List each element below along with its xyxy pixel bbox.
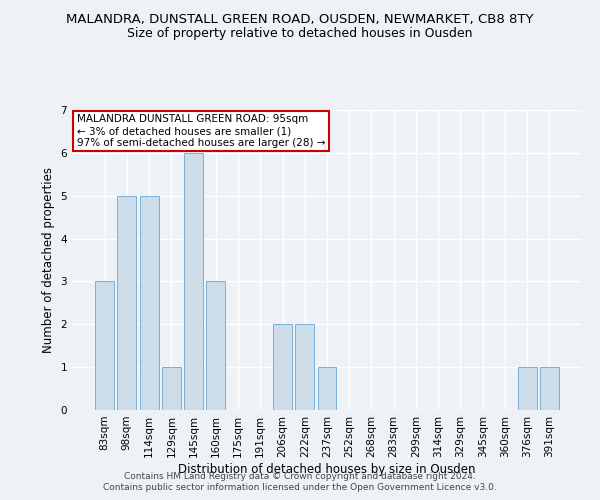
Bar <box>273 324 292 410</box>
Bar <box>540 367 559 410</box>
Bar <box>140 196 158 410</box>
Text: MALANDRA DUNSTALL GREEN ROAD: 95sqm
← 3% of detached houses are smaller (1)
97% : MALANDRA DUNSTALL GREEN ROAD: 95sqm ← 3%… <box>77 114 326 148</box>
Bar <box>95 282 114 410</box>
X-axis label: Distribution of detached houses by size in Ousden: Distribution of detached houses by size … <box>178 462 476 475</box>
Bar <box>518 367 536 410</box>
Bar <box>162 367 181 410</box>
Text: MALANDRA, DUNSTALL GREEN ROAD, OUSDEN, NEWMARKET, CB8 8TY: MALANDRA, DUNSTALL GREEN ROAD, OUSDEN, N… <box>66 12 534 26</box>
Bar <box>206 282 225 410</box>
Text: Contains HM Land Registry data © Crown copyright and database right 2024.: Contains HM Land Registry data © Crown c… <box>124 472 476 481</box>
Bar <box>295 324 314 410</box>
Bar <box>317 367 337 410</box>
Bar <box>184 153 203 410</box>
Bar <box>118 196 136 410</box>
Y-axis label: Number of detached properties: Number of detached properties <box>42 167 55 353</box>
Text: Contains public sector information licensed under the Open Government Licence v3: Contains public sector information licen… <box>103 484 497 492</box>
Text: Size of property relative to detached houses in Ousden: Size of property relative to detached ho… <box>127 28 473 40</box>
